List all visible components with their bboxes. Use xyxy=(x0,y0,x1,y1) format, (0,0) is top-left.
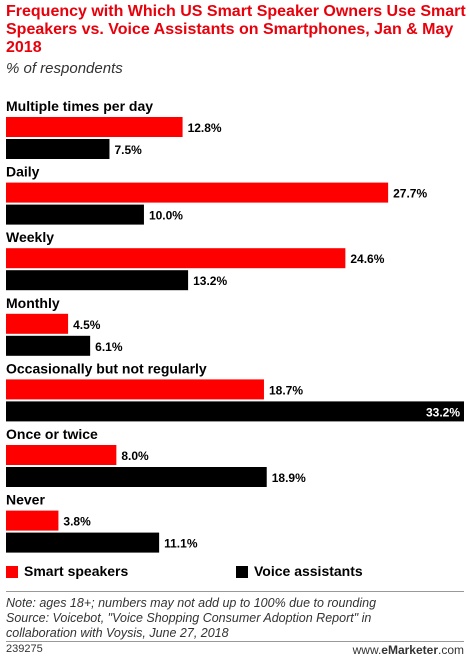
brand-suffix: .com xyxy=(437,643,464,657)
bar-smart-speakers-once-or-twice xyxy=(6,445,117,465)
bar-voice-assistants-never xyxy=(6,532,160,553)
category-label-weekly: Weekly xyxy=(6,229,54,245)
bar-smart-speakers-multiple-times-per-day xyxy=(6,117,183,137)
bar-voice-assistants-multiple-times-per-day xyxy=(6,139,110,159)
note-line: Note: ages 18+; numbers may not add up t… xyxy=(6,596,377,610)
data-label-smart-speakers-multiple-times-per-day: 12.8% xyxy=(188,121,222,135)
category-label-daily: Daily xyxy=(6,164,40,180)
bar-smart-speakers-monthly xyxy=(6,313,69,334)
bar-smart-speakers-weekly xyxy=(6,248,346,269)
legend-label-smart-speakers: Smart speakers xyxy=(24,563,129,579)
brand-prefix: www. xyxy=(352,643,382,657)
source-line: Source: Voicebot, "Voice Shopping Consum… xyxy=(6,611,372,625)
chart-subtitle: % of respondents xyxy=(6,60,123,77)
legend-label-voice-assistants: Voice assistants xyxy=(254,563,363,579)
source-line: collaboration with Voysis, June 27, 2018 xyxy=(6,626,229,640)
data-label-smart-speakers-monthly: 4.5% xyxy=(73,318,101,332)
category-label-multiple-times-per-day: Multiple times per day xyxy=(6,98,153,114)
legend-swatch-voice-assistants xyxy=(236,566,248,578)
brand-link[interactable]: www.eMarketer.com xyxy=(353,643,464,657)
bar-voice-assistants-occasionally-but-not-regularly xyxy=(6,401,464,422)
source-note: Note: ages 18+; numbers may not add up t… xyxy=(6,596,466,641)
bar-voice-assistants-once-or-twice xyxy=(6,467,267,487)
category-label-monthly: Monthly xyxy=(6,295,60,311)
bar-voice-assistants-daily xyxy=(6,204,144,225)
divider-top xyxy=(6,591,464,592)
data-label-smart-speakers-daily: 27.7% xyxy=(393,187,427,201)
bar-smart-speakers-daily xyxy=(6,182,389,203)
category-label-never: Never xyxy=(6,492,45,508)
data-label-voice-assistants-multiple-times-per-day: 7.5% xyxy=(114,143,142,157)
data-label-voice-assistants-once-or-twice: 18.9% xyxy=(272,471,306,485)
data-label-voice-assistants-never: 11.1% xyxy=(164,537,198,551)
category-label-once-or-twice: Once or twice xyxy=(6,426,98,442)
data-label-smart-speakers-never: 3.8% xyxy=(63,515,91,529)
brand-name: eMarketer xyxy=(381,643,438,657)
data-label-voice-assistants-occasionally-but-not-regularly: 33.2% xyxy=(426,405,460,419)
data-label-voice-assistants-monthly: 6.1% xyxy=(95,340,123,354)
bar-chart: Multiple times per day 12.8% 7.5% Daily 27.7… xyxy=(6,98,464,553)
bar-smart-speakers-never xyxy=(6,510,59,531)
data-label-smart-speakers-weekly: 24.6% xyxy=(350,252,384,266)
bar-voice-assistants-weekly xyxy=(6,270,189,291)
category-label-occasionally-but-not-regularly: Occasionally but not regularly xyxy=(6,360,207,376)
data-label-voice-assistants-weekly: 13.2% xyxy=(193,274,227,288)
chart-title: Frequency with Which US Smart Speaker Ow… xyxy=(6,3,466,56)
divider-bottom xyxy=(6,641,464,642)
data-label-smart-speakers-once-or-twice: 8.0% xyxy=(121,449,149,463)
chart-id: 239275 xyxy=(6,643,43,655)
bar-smart-speakers-occasionally-but-not-regularly xyxy=(6,379,264,400)
data-label-voice-assistants-daily: 10.0% xyxy=(149,209,183,223)
bar-voice-assistants-monthly xyxy=(6,335,91,356)
data-label-smart-speakers-occasionally-but-not-regularly: 18.7% xyxy=(269,383,303,397)
legend-swatch-smart-speakers xyxy=(6,566,18,578)
